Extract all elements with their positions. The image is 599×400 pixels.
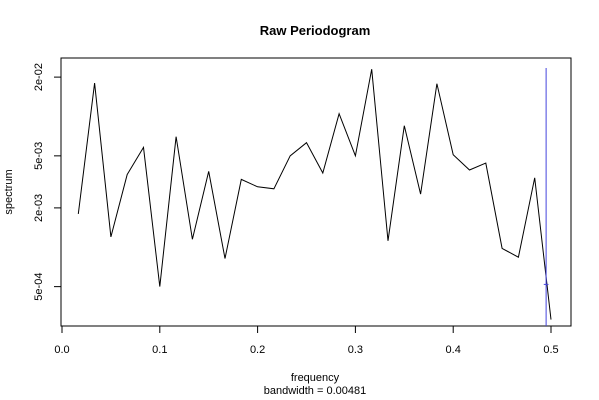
x-tick-label-0: 0.0 [54,344,69,356]
series-line-0 [77,69,552,320]
x-tick-label-2: 0.2 [250,344,265,356]
bandwidth-marker [543,67,549,326]
x-tick-label-3: 0.3 [348,344,363,356]
y-tick-label-3: 2e-02 [33,63,45,91]
x-tick-label-1: 0.1 [152,344,167,356]
y-axis-label: spectrum [3,169,15,214]
y-tick-label-2: 5e-03 [33,142,45,170]
plot-frame [60,57,572,327]
series-layer [77,69,552,320]
bandwidth-label: bandwidth = 0.00481 [264,385,366,397]
chart-title: Raw Periodogram [260,23,371,38]
x-tick-label-5: 0.5 [543,344,558,356]
y-tick-label-1: 2e-03 [33,194,45,222]
y-tick-label-0: 5e-04 [33,273,45,301]
x-axis: 0.0 0.1 0.2 0.3 0.4 0.5 [54,326,559,356]
y-axis: 5e-04 2e-03 5e-03 2e-02 [33,63,61,301]
x-axis-label: frequency [291,372,340,384]
x-tick-label-4: 0.4 [446,344,461,356]
